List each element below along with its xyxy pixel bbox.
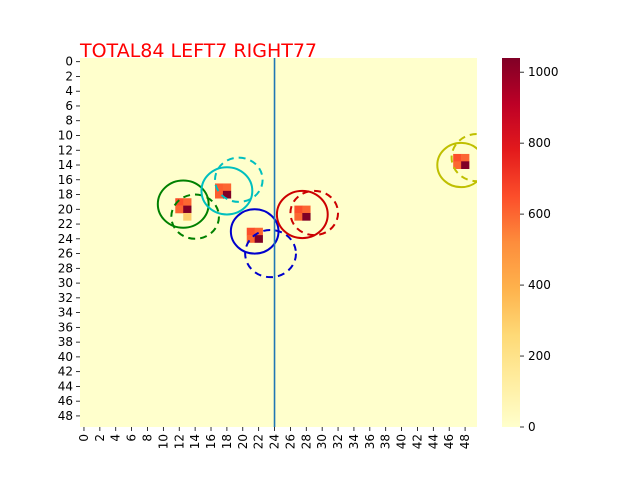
heatmap-cell (246, 235, 255, 243)
heatmap-cells (175, 153, 470, 243)
colorbar-tick-label: 600 (528, 207, 551, 221)
y-tick-label: 34 (58, 306, 73, 320)
y-tick-label: 16 (58, 173, 73, 187)
colorbar-tick-label: 200 (528, 349, 551, 363)
y-tick-label: 48 (58, 409, 73, 423)
solid-circle (436, 141, 477, 189)
heatmap-cell (246, 227, 255, 236)
x-tick-label: 42 (410, 434, 424, 449)
x-tick-label: 30 (315, 434, 329, 449)
heatmap-cell (222, 190, 232, 199)
y-tick-label: 24 (58, 232, 73, 246)
solid-circle (275, 189, 329, 240)
heatmap-cell (183, 205, 192, 214)
y-tick-label: 22 (58, 217, 73, 231)
y-tick-label: 42 (58, 365, 73, 379)
heatmap-cell (294, 212, 303, 221)
x-tick-label: 24 (268, 434, 282, 449)
x-axis: 0 2 4 6 8 10 12 14 16 18 20 22 24 26 28 30 32 34 36 38 40 42 4… (77, 427, 472, 449)
solid-circle (200, 166, 254, 216)
y-tick-label: 14 (58, 158, 73, 172)
heatmap-cell (183, 212, 192, 221)
x-tick-label: 44 (426, 434, 440, 449)
y-tick-label: 4 (65, 84, 73, 98)
x-tick-label: 4 (109, 434, 123, 442)
chart-title: TOTAL84 LEFT7 RIGHT77 (79, 40, 317, 62)
x-tick-label: 36 (363, 434, 377, 449)
dashed-circle (289, 189, 340, 237)
colorbar-tick-label: 400 (528, 278, 551, 292)
heatmap-cell (453, 153, 462, 162)
y-tick-label: 36 (58, 320, 73, 334)
x-tick-label: 14 (188, 434, 202, 449)
y-tick-label: 30 (58, 276, 73, 290)
heatmap-cell (294, 205, 303, 214)
y-tick-label: 18 (58, 188, 73, 202)
x-tick-label: 26 (283, 434, 297, 449)
y-tick-label: 26 (58, 247, 73, 261)
heatmap-cell (461, 161, 470, 169)
x-tick-label: 32 (331, 434, 345, 449)
heatmap-cell (175, 198, 184, 206)
heatmap-cell (175, 205, 184, 214)
x-tick-label: 48 (458, 434, 472, 449)
x-tick-label: 16 (204, 434, 218, 449)
heatmap-cell (214, 183, 224, 192)
heatmap-background (80, 58, 477, 427)
dashed-circle (244, 228, 297, 279)
colorbar-tick-label: 1000 (528, 65, 559, 79)
y-tick-label: 38 (58, 335, 73, 349)
x-tick-label: 0 (77, 434, 91, 442)
y-tick-label: 28 (58, 261, 73, 275)
y-tick-label: 12 (58, 143, 73, 157)
dashed-circle (450, 133, 477, 183)
y-tick-label: 40 (58, 350, 73, 364)
y-tick-label: 2 (65, 69, 73, 83)
heatmap-cell (302, 212, 311, 221)
colorbar-axis: 0 200 400 600 800 1000 (520, 65, 559, 434)
x-tick-label: 2 (93, 434, 107, 442)
dashed-circle (213, 156, 264, 203)
heatmap-cell (183, 198, 192, 206)
dashed-circle (170, 193, 220, 240)
y-tick-label: 8 (65, 114, 73, 128)
colorbar (502, 58, 520, 427)
heatmap-cell (222, 183, 232, 192)
colorbar-tick-label: 800 (528, 136, 551, 150)
x-tick-label: 34 (347, 434, 361, 449)
x-tick-label: 46 (442, 434, 456, 449)
x-tick-label: 22 (252, 434, 266, 449)
y-tick-label: 10 (58, 128, 73, 142)
detection-circles (156, 133, 477, 279)
x-tick-label: 18 (220, 434, 234, 449)
x-tick-label: 40 (395, 434, 409, 449)
x-tick-label: 6 (125, 434, 139, 442)
y-tick-label: 44 (58, 379, 73, 393)
x-tick-label: 28 (299, 434, 313, 449)
x-tick-label: 38 (379, 434, 393, 449)
y-axis: 0246810121416182022242628303234363840424… (58, 55, 80, 423)
heatmap-cell (461, 153, 470, 162)
y-tick-label: 0 (65, 55, 73, 69)
heatmap-cell (254, 227, 263, 236)
x-tick-label: 20 (236, 434, 250, 449)
y-tick-label: 20 (58, 202, 73, 216)
heatmap-cell (302, 205, 311, 214)
heatmap-cell (453, 161, 462, 169)
y-tick-label: 46 (58, 394, 73, 408)
y-tick-label: 6 (65, 99, 73, 113)
y-tick-label: 32 (58, 291, 73, 305)
x-tick-label: 10 (156, 434, 170, 449)
heatmap-cell (254, 235, 263, 243)
x-tick-label: 12 (172, 434, 186, 449)
colorbar-tick-label: 0 (528, 420, 536, 434)
x-tick-label: 8 (140, 434, 154, 442)
solid-circle (156, 179, 210, 229)
heatmap-cell (214, 190, 224, 199)
